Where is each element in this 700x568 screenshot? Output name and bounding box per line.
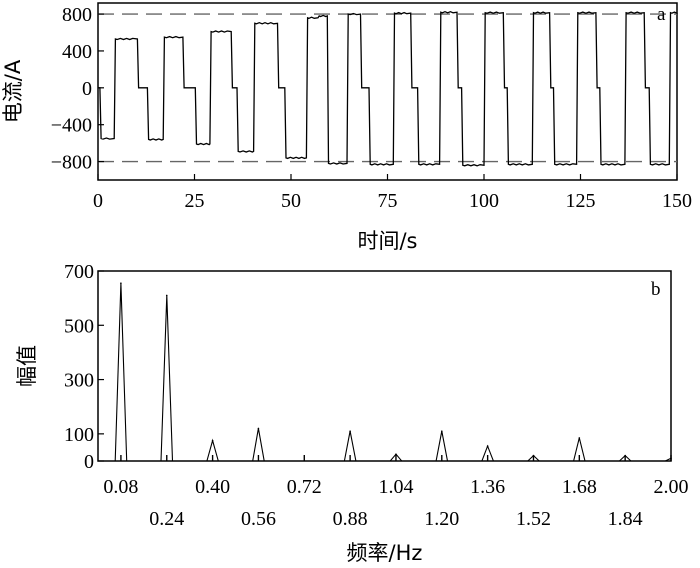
y-tick-label: 0 xyxy=(84,451,94,473)
y-tick-label: 100 xyxy=(64,424,94,446)
x-tick-label: 0 xyxy=(93,190,103,212)
y-tick-label: 0 xyxy=(82,78,92,100)
x-tick-label: 1.20 xyxy=(424,508,459,530)
spectrum-peak xyxy=(211,439,214,442)
panel-a-reference-lines xyxy=(98,13,677,163)
x-tick-label: 25 xyxy=(185,190,205,212)
x-tick-label: 0.88 xyxy=(333,508,368,530)
x-tick-label: 2.00 xyxy=(654,476,689,498)
spectrum-peak xyxy=(165,294,168,297)
series-amplitude-spectrum xyxy=(98,283,672,462)
spectrum-peak xyxy=(257,427,260,430)
panel-b-x-axis-label: 频率/Hz xyxy=(347,541,423,565)
series-current-line xyxy=(98,10,678,167)
y-tick-label: 400 xyxy=(62,41,92,63)
x-tick-label: 150 xyxy=(662,190,692,212)
x-tick-label: 1.68 xyxy=(562,476,597,498)
panel-a-y-ticks: 800 400 0 −400 −800 xyxy=(51,4,104,174)
spectrum-peak xyxy=(349,430,351,432)
x-tick-label: 125 xyxy=(566,190,596,212)
spectrum-peak xyxy=(441,430,443,432)
x-tick-label: 0.08 xyxy=(103,476,138,498)
x-tick-label: 0.72 xyxy=(287,476,322,498)
panel-b-amplitude-frequency: 0.08 0.24 0.40 0.56 0.72 0.88 1.04 1.20 1.36 1.52… xyxy=(15,261,689,565)
y-tick-label: 700 xyxy=(64,261,94,283)
panel-a-series xyxy=(98,10,678,167)
panel-a-frame xyxy=(97,2,678,181)
spectrum-peak xyxy=(395,453,397,456)
x-tick-label: 1.52 xyxy=(516,508,551,530)
y-tick-label: −800 xyxy=(51,152,92,174)
panel-a-tag: a xyxy=(657,4,666,25)
x-tick-label: 75 xyxy=(378,190,398,212)
y-tick-label: 800 xyxy=(62,4,92,26)
x-tick-label: 0.40 xyxy=(195,476,230,498)
x-tick-label: 1.36 xyxy=(470,476,505,498)
spectrum-peak xyxy=(486,445,489,447)
panel-b-series xyxy=(98,282,672,462)
y-tick-label: 300 xyxy=(64,370,94,392)
x-tick-label: 50 xyxy=(281,190,301,212)
x-tick-label: 100 xyxy=(469,190,499,212)
x-tick-label: 0.56 xyxy=(241,508,276,530)
panel-b-frame xyxy=(97,270,672,462)
y-tick-label: 500 xyxy=(64,315,94,337)
panel-b-tag: b xyxy=(651,279,661,300)
panel-b-y-ticks: 0 100 300 500 700 xyxy=(64,261,104,473)
spectrum-peak xyxy=(578,437,581,439)
panel-b-x-ticks: 0.08 0.24 0.40 0.56 0.72 0.88 1.04 1.20 1.36 1.52… xyxy=(103,455,689,530)
panel-b-y-axis-label: 幅值 xyxy=(15,345,39,387)
panel-a-y-axis-label: 电流/A xyxy=(1,59,25,123)
y-tick-label: −400 xyxy=(51,115,92,137)
spectrum-peak xyxy=(120,282,122,285)
x-tick-label: 1.04 xyxy=(378,476,413,498)
panel-a-x-ticks: 0 25 50 75 100 125 150 xyxy=(93,174,692,212)
panel-a-x-axis-label: 时间/s xyxy=(357,229,417,253)
x-tick-label: 1.84 xyxy=(608,508,643,530)
x-tick-label: 0.24 xyxy=(149,508,184,530)
